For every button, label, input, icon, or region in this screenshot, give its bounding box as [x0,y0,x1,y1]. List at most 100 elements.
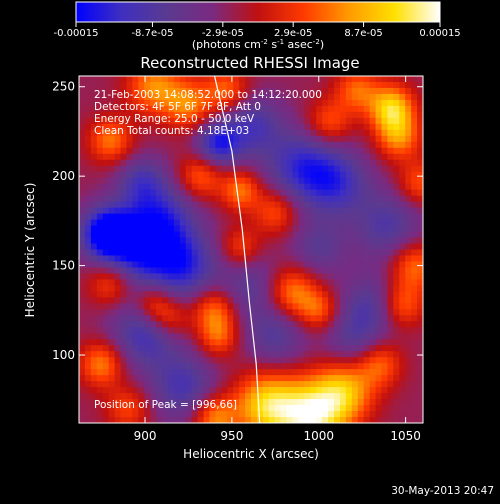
heatmap-cell [316,285,323,292]
heatmap-cell [191,291,199,298]
heatmap-cell [245,357,252,364]
heatmap-cell [304,87,311,95]
heatmap-cell [399,297,406,304]
heatmap-cell [167,297,175,304]
heatmap-cell [399,381,406,388]
heatmap-cell [256,417,264,423]
heatmap-cell [292,213,300,221]
heatmap-cell [411,315,418,322]
heatmap-cell [209,177,217,185]
heatmap-cell [387,207,394,215]
heatmap-cell [316,399,323,406]
heatmap-cell [179,231,187,239]
heatmap-cell [280,315,288,322]
heatmap-cell [381,76,389,83]
heatmap-cell [357,345,365,352]
heatmap-cell [256,225,264,233]
heatmap-cell [304,237,311,245]
heatmap-cell [286,111,294,119]
heatmap-cell [114,387,122,394]
heatmap-cell [209,105,217,113]
heatmap-cell [215,303,222,310]
heatmap-cell [132,309,139,316]
heatmap-cell [114,321,122,328]
heatmap-cell [375,291,383,298]
heatmap-cell [286,153,294,161]
heatmap-cell [221,333,228,340]
heatmap-cell [233,327,240,334]
heatmap-cell [286,339,294,346]
heatmap-cell [114,105,122,113]
heatmap-cell [156,213,163,221]
heatmap-cell [203,369,211,376]
heatmap-cell [292,141,300,149]
heatmap-cell [239,76,246,83]
heatmap-cell [375,363,383,370]
heatmap-cell [393,81,400,89]
heatmap-cell [233,273,240,281]
heatmap-cell [268,393,276,400]
colorbar-unit-label: (photons cm-2 s-1 asec-2) [192,38,324,51]
heatmap-cell [138,147,145,155]
heatmap-cell [84,93,92,101]
heatmap-cell [114,291,122,298]
heatmap-cell [239,99,246,107]
heatmap-cell [369,76,377,83]
heatmap-cell [126,375,133,382]
heatmap-cell [156,147,163,155]
heatmap-cell [375,411,383,418]
heatmap-cell [328,303,335,310]
heatmap-cell [322,159,329,167]
heatmap-cell [197,381,205,388]
heatmap-cell [191,369,199,376]
heatmap-cell [221,219,228,227]
heatmap-cell [79,393,86,400]
heatmap-cell [256,351,264,358]
heatmap-cell [262,165,270,173]
heatmap-cell [173,333,181,340]
heatmap-cell [179,87,187,95]
heatmap-cell [239,243,246,251]
heatmap-cell [90,411,98,418]
heatmap-cell [381,285,389,292]
heatmap-cell [351,225,359,233]
heatmap-cell [322,201,329,209]
heatmap-cell [369,297,377,304]
heatmap-cell [90,177,98,185]
heatmap-cell [126,243,133,251]
heatmap-cell [221,327,228,334]
heatmap-cell [162,249,169,257]
heatmap-cell [328,267,335,275]
heatmap-cell [334,369,341,376]
heatmap-cell [375,243,383,251]
heatmap-cell [173,399,181,406]
heatmap-cell [215,159,222,167]
heatmap-cell [114,327,122,334]
heatmap-cell [251,105,258,113]
heatmap-cell [334,159,341,167]
heatmap-cell [322,321,329,328]
heatmap-cell [132,76,139,83]
heatmap-cell [96,255,104,263]
heatmap-cell [328,183,335,191]
heatmap-cell [203,279,211,286]
heatmap-cell [280,93,288,101]
heatmap-cell [197,279,205,286]
heatmap-cell [209,273,217,281]
heatmap-cell [191,363,199,370]
heatmap-cell [310,309,317,316]
heatmap-cell [286,249,294,257]
heatmap-cell [316,87,323,95]
heatmap-cell [381,327,389,334]
heatmap-cell [167,111,175,119]
heatmap-cell [310,76,317,83]
heatmap-cell [221,267,228,275]
heatmap-cell [369,117,377,125]
heatmap-cell [304,93,311,101]
heatmap-cell [167,225,175,233]
heatmap-cell [156,219,163,227]
heatmap-cell [162,231,169,239]
heatmap-cell [233,147,240,155]
heatmap-cell [167,267,175,275]
heatmap-cell [304,399,311,406]
